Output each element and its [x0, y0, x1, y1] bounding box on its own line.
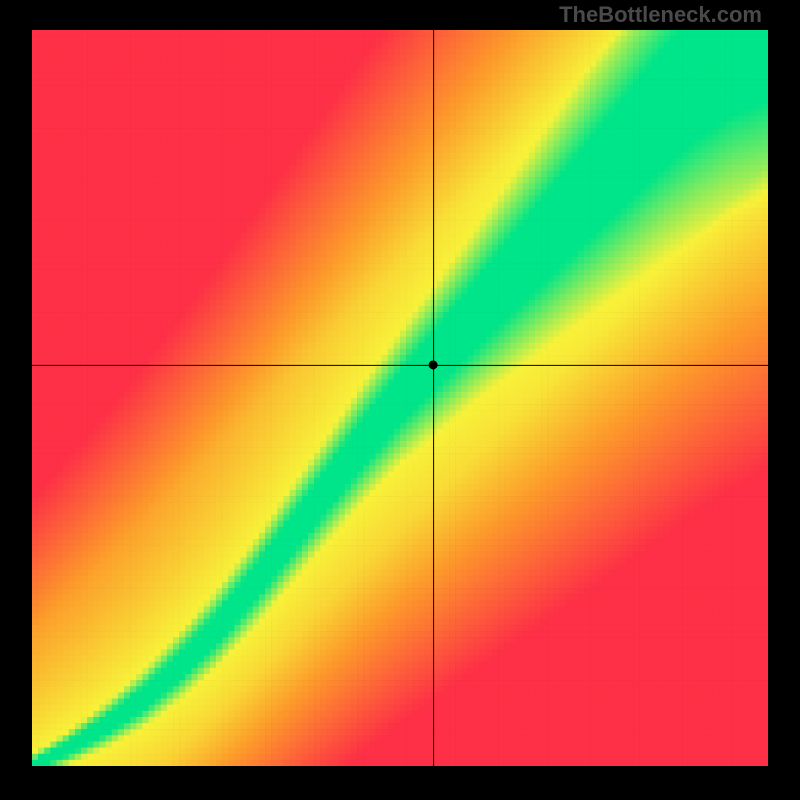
heatmap-canvas: [32, 30, 768, 766]
chart-container: TheBottleneck.com: [0, 0, 800, 800]
heatmap-plot: [32, 30, 768, 766]
watermark-text: TheBottleneck.com: [559, 2, 762, 28]
